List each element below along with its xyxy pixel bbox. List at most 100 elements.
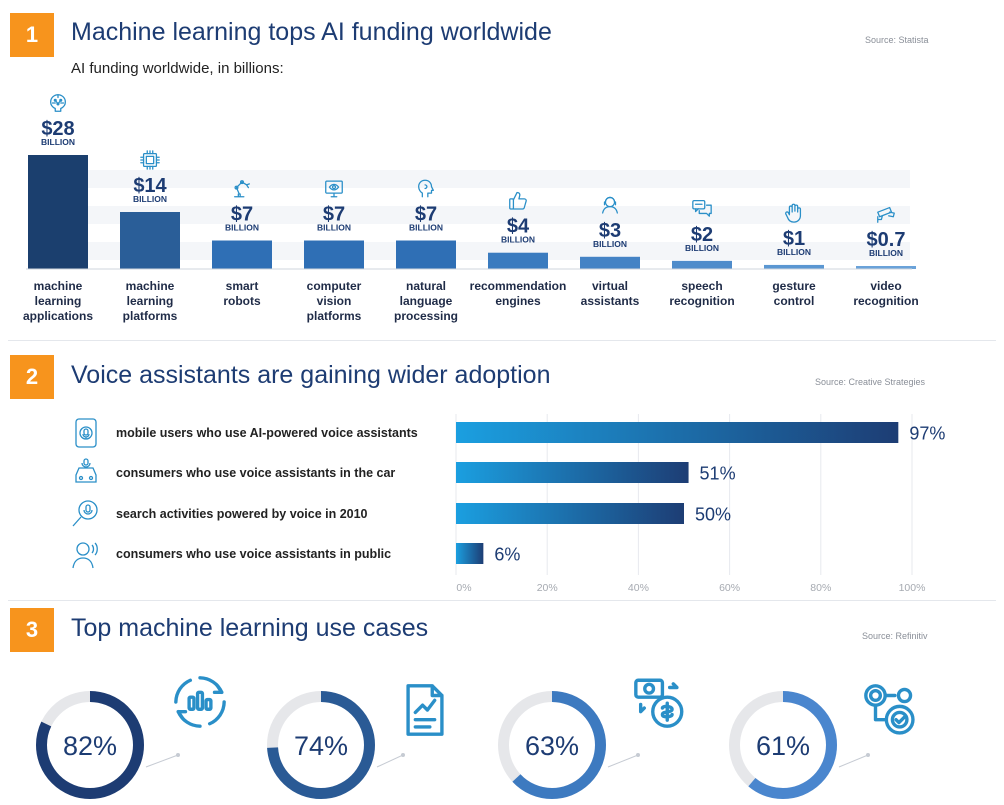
category-label: control — [774, 294, 815, 308]
x-tick-label: 40% — [628, 582, 649, 594]
funding-bar — [856, 266, 916, 269]
category-label: video — [870, 279, 901, 293]
category-label: learning — [35, 294, 82, 308]
icon-path — [413, 698, 437, 715]
donut-arc — [36, 691, 144, 799]
category-label: smart — [226, 279, 259, 293]
donut-value-label: 82% — [63, 731, 117, 761]
bar-value-label: $1 — [783, 228, 805, 250]
voice-bar-value: 6% — [494, 545, 520, 565]
connector-dot — [866, 753, 870, 757]
category-label: platforms — [123, 309, 178, 323]
connector-dot — [176, 753, 180, 757]
security-camera-icon — [877, 206, 895, 223]
section-2-title: Voice assistants are gaining wider adopt… — [71, 361, 551, 389]
donut-arc — [729, 691, 837, 799]
x-tick-label: 100% — [899, 582, 926, 594]
icon-path — [51, 94, 65, 105]
car-mic-icon — [68, 456, 104, 490]
category-label: machine — [126, 279, 175, 293]
icon-path — [140, 150, 160, 170]
robot-arm-icon — [234, 180, 250, 198]
connector-line — [838, 754, 869, 768]
section-1-source: Source: Statista — [865, 35, 929, 45]
icon-path — [602, 196, 618, 214]
brain-circuit-icon — [50, 94, 66, 112]
bar-unit-label: BILLION — [225, 223, 259, 233]
chart-1-subtitle: AI funding worldwide, in billions: — [71, 60, 284, 77]
icon-path — [413, 717, 437, 729]
bar-value-label: $3 — [599, 220, 621, 242]
assistant-avatar-icon — [602, 196, 618, 214]
section-2-source: Source: Creative Strategies — [815, 377, 926, 387]
donut-value-label: 74% — [294, 731, 348, 761]
icon-path — [424, 184, 428, 190]
thumbs-up-icon — [509, 191, 527, 210]
donut-arc — [267, 691, 375, 799]
icon-path — [785, 203, 802, 223]
bar-unit-label: BILLION — [777, 247, 811, 257]
funding-bar — [28, 155, 88, 269]
head-speech-icon — [418, 179, 434, 198]
bar-unit-label: BILLION — [501, 235, 535, 245]
payment-exchange-icon — [634, 678, 684, 728]
voice-bar-value: 50% — [695, 505, 731, 525]
funding-bar — [120, 212, 180, 269]
voice-bar-value: 51% — [700, 464, 736, 484]
funding-bar — [304, 240, 364, 269]
chart-band — [28, 206, 910, 224]
icon-path — [234, 185, 239, 190]
donut-value-label: 61% — [756, 731, 810, 761]
x-tick-label: 80% — [810, 582, 831, 594]
category-label: engines — [495, 294, 541, 308]
chat-bubbles-icon — [692, 199, 712, 217]
donut-value-label: 63% — [525, 731, 579, 761]
voice-row-label: consumers who use voice assistants in th… — [116, 466, 396, 480]
connector-line — [145, 754, 179, 768]
voice-row: consumers who use voice assistants in th… — [68, 456, 395, 490]
icon-path — [406, 684, 444, 736]
icon-path — [512, 191, 527, 210]
category-label: virtual — [592, 279, 628, 293]
category-label: robots — [223, 294, 261, 308]
bar-value-label: $0.7 — [867, 229, 906, 251]
section-divider — [8, 340, 996, 341]
monitor-eye-icon — [325, 180, 343, 198]
gears-check-icon — [864, 684, 915, 735]
category-label: speech — [681, 279, 722, 293]
category-label: applications — [23, 309, 93, 323]
icon-path — [873, 693, 907, 725]
icon-path — [174, 676, 226, 728]
use-case-donut-charts: 82% 74% 63% 61% — [36, 676, 915, 799]
section-1-title: Machine learning tops AI funding worldwi… — [71, 18, 552, 46]
section-2-number: 2 — [10, 355, 54, 399]
category-label: recognition — [853, 294, 918, 308]
category-label: computer — [307, 279, 362, 293]
funding-bar-chart: BILLION$28machinelearningapplicationsBIL… — [23, 94, 919, 323]
icon-path — [50, 94, 66, 112]
donut-arc — [498, 691, 606, 799]
bar-unit-label: BILLION — [869, 248, 903, 258]
section-3-source: Source: Refinitiv — [862, 631, 928, 641]
voice-bar — [456, 422, 899, 443]
raised-hand-icon — [785, 203, 802, 223]
bar-unit-label: BILLION — [41, 137, 75, 147]
icon-path — [234, 181, 250, 198]
icon-path — [176, 683, 224, 721]
category-label: platforms — [307, 309, 362, 323]
icon-path — [634, 678, 665, 699]
icon-path — [651, 695, 684, 728]
bar-value-label: $2 — [691, 224, 713, 246]
category-label: learning — [127, 294, 174, 308]
analytics-cycle-icon — [174, 676, 226, 728]
category-label: assistants — [581, 294, 640, 308]
icon-path — [187, 695, 196, 711]
bar-value-label: $7 — [231, 204, 253, 226]
bar-value-label: $7 — [323, 204, 345, 226]
magnifier-mic-icon — [68, 497, 104, 531]
icon-path — [509, 198, 515, 210]
category-label: recommendation — [470, 279, 567, 293]
report-chart-icon — [406, 684, 444, 736]
section-divider — [8, 600, 996, 601]
bar-value-label: $28 — [41, 118, 74, 140]
